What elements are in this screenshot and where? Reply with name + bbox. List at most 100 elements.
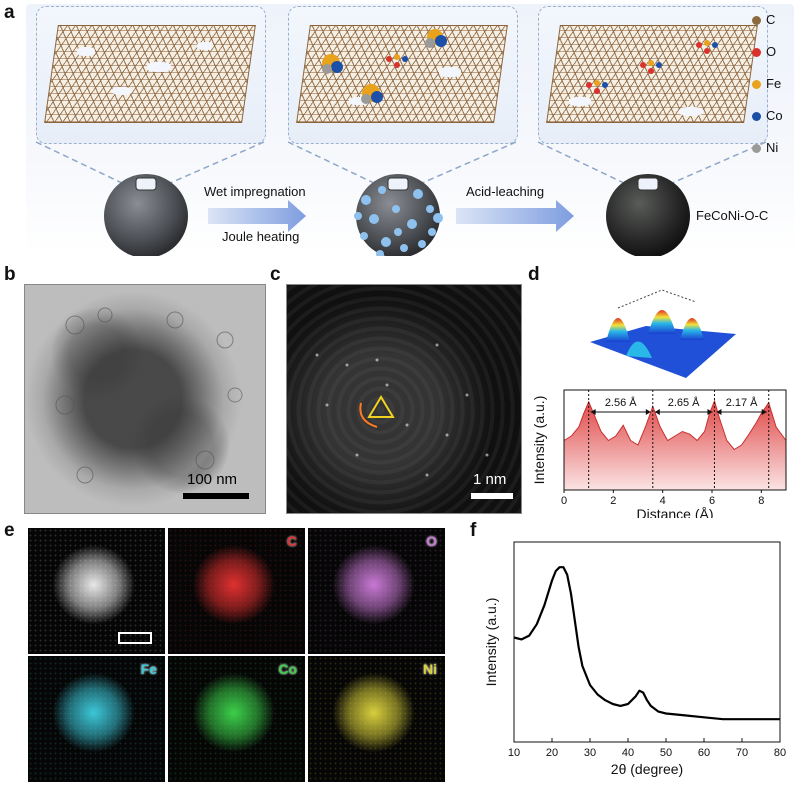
- sheet-hole: [197, 42, 213, 50]
- legend-item-ni: Ni: [752, 140, 778, 155]
- inset-single-atom-sheet: [538, 6, 768, 144]
- x-tick-label: 20: [546, 747, 558, 759]
- arrow-head: [716, 409, 722, 415]
- arrow-step2: [456, 200, 574, 232]
- x-tick-label: 30: [584, 747, 596, 759]
- scalebar-label: 1 nm: [473, 471, 507, 488]
- x-tick-label: 4: [660, 495, 666, 507]
- atom-dots: [315, 343, 489, 477]
- legend-item-fe: Fe: [752, 76, 781, 91]
- tem-particles: [55, 307, 243, 484]
- arrow-head: [654, 409, 660, 415]
- legend-dot: [752, 80, 761, 90]
- sheet-hole: [349, 97, 369, 105]
- distance-label: 2.65 Å: [668, 396, 700, 409]
- precursor-sphere: [104, 174, 188, 256]
- distance-label: 2.17 Å: [726, 396, 758, 409]
- legend-item-c: C: [752, 12, 775, 27]
- map-element-label: C: [286, 533, 297, 549]
- map-noise: [308, 656, 445, 782]
- sheet-hole: [439, 67, 461, 77]
- map-element-label: Ni: [423, 661, 437, 677]
- single-atom-site: [586, 80, 608, 94]
- x-axis-title: 2θ (degree): [611, 761, 683, 777]
- scalebar-line: [183, 493, 249, 499]
- map-element-label: O: [426, 533, 437, 549]
- xrd-line: [513, 566, 780, 721]
- inset-sheet-with-clusters: [288, 6, 518, 144]
- xrd-chart: 10 20 30 40 50 60 70 80 2θ (degree) Intensity (a.…: [483, 541, 786, 777]
- arrow-head: [645, 409, 651, 415]
- panel-letter-a: a: [4, 2, 15, 23]
- eds-map-tile: C: [168, 528, 305, 654]
- scalebar-line: [471, 493, 513, 499]
- map-element-label: Co: [278, 661, 297, 677]
- map-noise: [168, 528, 305, 654]
- metal-cluster: [322, 54, 343, 74]
- haadf-map-tile: [28, 528, 165, 654]
- panel-letter-f: f: [470, 520, 477, 541]
- sheet-hole: [569, 97, 591, 106]
- map-noise: [308, 528, 445, 654]
- x-tick-label: 50: [660, 747, 672, 759]
- y-axis-title: Intensity (a.u.): [531, 396, 547, 485]
- single-atom-site: [386, 54, 408, 68]
- sheet-hole: [112, 87, 132, 95]
- step1-top-label: Wet impregnation: [204, 184, 306, 199]
- metal-cluster: [361, 84, 383, 104]
- panel-letter-e: e: [4, 520, 15, 541]
- sheet-hole: [77, 47, 95, 56]
- tem-image: 100 nm: [24, 284, 266, 514]
- triangle-marker: [367, 395, 395, 418]
- legend-dot: [752, 16, 761, 26]
- legend-dot: [752, 48, 761, 58]
- x-tick-label: 80: [774, 747, 786, 759]
- metal-cluster: [425, 29, 447, 48]
- map-noise: [168, 656, 305, 782]
- plot-frame: [563, 389, 787, 491]
- x-tick-label: 6: [709, 495, 715, 507]
- x-tick-label: 10: [508, 747, 520, 759]
- scalebar-box: [118, 632, 152, 644]
- plot-frame: [513, 541, 781, 743]
- panel-letter-c: c: [270, 264, 281, 285]
- arrow-step1: [208, 200, 306, 232]
- y-axis-title: Intensity (a.u.): [483, 598, 499, 687]
- distance-label: 2.56 Å: [605, 396, 637, 409]
- legend-dot: [752, 112, 761, 122]
- eds-map-tile: Fe: [28, 656, 165, 782]
- x-tick-label: 60: [698, 747, 710, 759]
- arrow-head: [707, 409, 713, 415]
- legend-item-o: O: [752, 44, 776, 59]
- line-profile-chart: 2.56 Å 2.65 Å 2.17 Å 0 2 4 6 8 Distance (Å) Inten…: [531, 389, 787, 518]
- rotation-arrow-icon: [359, 402, 378, 428]
- cluster-decorated-sphere: [354, 174, 443, 256]
- zoom-lines-and-spheres: [35, 141, 767, 256]
- profile-area: [564, 400, 786, 490]
- legend-item-co: Co: [752, 108, 783, 123]
- 3d-intensity-surface: [590, 289, 736, 378]
- profile-line: [563, 399, 787, 451]
- x-tick-label: 8: [758, 495, 764, 507]
- x-tick-label: 70: [736, 747, 748, 759]
- sheet-hole: [679, 107, 703, 116]
- step1-bottom-label: Joule heating: [222, 229, 300, 244]
- sheet-hole: [147, 62, 171, 72]
- product-label: FeCoNi-O-C: [696, 208, 769, 223]
- eds-map-tile: Co: [168, 656, 305, 782]
- inset-carbon-sheet: [36, 6, 266, 144]
- x-tick-label: 40: [622, 747, 634, 759]
- map-noise: [28, 656, 165, 782]
- step2-top-label: Acid-leaching: [466, 184, 545, 199]
- x-tick-label: 2: [610, 495, 616, 507]
- haadf-stem-image: 1 nm: [286, 284, 522, 514]
- cluster-atoms: [322, 29, 447, 104]
- scalebar-label: 100 nm: [187, 471, 238, 488]
- panel-a-schematic: Wet impregnation Joule heating Acid-leac…: [26, 4, 794, 256]
- arrow-head: [761, 409, 767, 415]
- legend-dot: [752, 144, 761, 154]
- panel-letter-b: b: [4, 264, 16, 285]
- panel-letter-d: d: [528, 264, 540, 285]
- single-atom-site: [696, 40, 718, 54]
- map-element-label: Fe: [140, 661, 157, 677]
